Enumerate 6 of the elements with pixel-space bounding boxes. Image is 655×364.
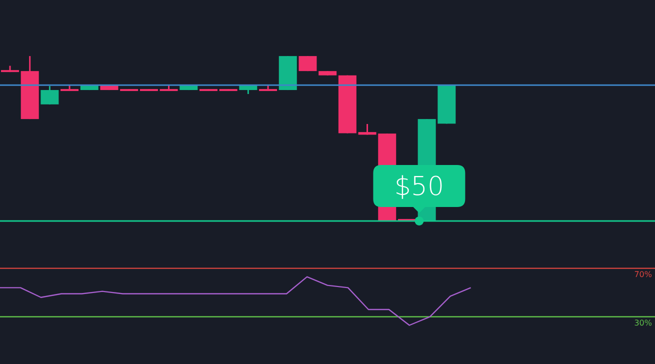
candlestick bbox=[40, 85, 59, 106]
candlestick bbox=[298, 55, 317, 72]
ref-line-label: 30% bbox=[634, 318, 652, 328]
price-callout: $50 bbox=[373, 164, 466, 226]
ref-line-label: 70% bbox=[634, 270, 652, 280]
annotation: $50 bbox=[394, 172, 444, 202]
